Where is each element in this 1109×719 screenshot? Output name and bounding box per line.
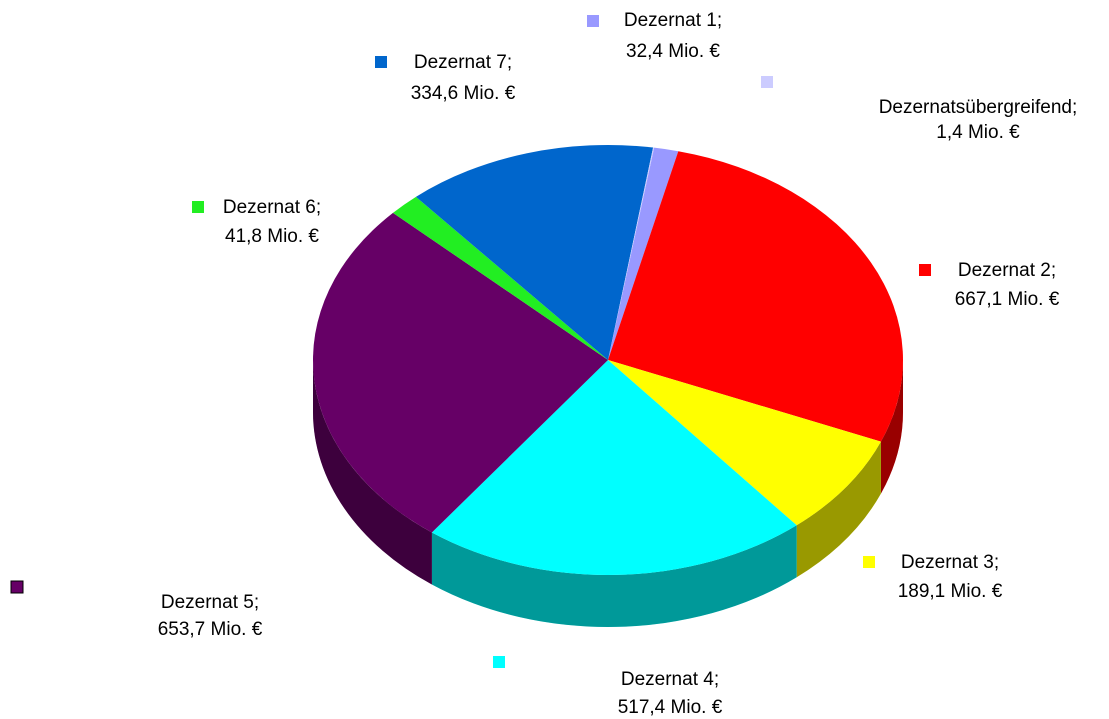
data-label-category: Dezernat 5; — [161, 592, 259, 613]
data-label-category: Dezernat 6; — [223, 197, 321, 218]
data-label-value: 517,4 Mio. € — [618, 697, 723, 718]
slice — [392, 196, 608, 360]
legend-key — [10, 580, 24, 594]
data-label-category: Dezernat 3; — [901, 552, 999, 573]
legend-key — [919, 264, 931, 276]
slice-side-shade — [431, 525, 797, 627]
slice-side — [880, 360, 903, 494]
slice — [608, 360, 881, 526]
data-label-value: 653,7 Mio. € — [158, 619, 263, 640]
slice — [415, 145, 654, 360]
data-label-value: 1,4 Mio. € — [936, 122, 1020, 143]
slice-side — [431, 525, 797, 627]
slice — [608, 151, 904, 442]
slice-side-shade — [313, 360, 432, 585]
slice-side-shade — [796, 441, 881, 578]
slice — [608, 147, 655, 360]
slice — [608, 147, 679, 360]
slice — [431, 360, 797, 575]
slice-side — [313, 360, 432, 585]
data-label-category: Dezernat 2; — [958, 260, 1056, 281]
data-label-value: 41,8 Mio. € — [225, 226, 319, 247]
slice-side-shade — [880, 360, 903, 494]
data-label-value: 32,4 Mio. € — [626, 41, 720, 62]
data-label-category: Dezernat 4; — [621, 669, 719, 690]
legend-key — [863, 556, 875, 568]
slice-side — [796, 441, 881, 578]
data-label-category: Dezernat 1; — [624, 10, 722, 31]
legend-key — [761, 76, 773, 88]
data-label-value: 334,6 Mio. € — [411, 83, 516, 104]
data-label-category: Dezernat 7; — [414, 52, 512, 73]
data-label-value: 189,1 Mio. € — [898, 581, 1003, 602]
legend-key — [375, 56, 387, 68]
data-label-value: 667,1 Mio. € — [955, 289, 1060, 310]
legend-key — [192, 201, 204, 213]
legend-key — [493, 656, 505, 668]
legend-key — [587, 15, 599, 27]
slice — [313, 212, 608, 533]
data-label-category: Dezernatsübergreifend; — [879, 97, 1078, 118]
